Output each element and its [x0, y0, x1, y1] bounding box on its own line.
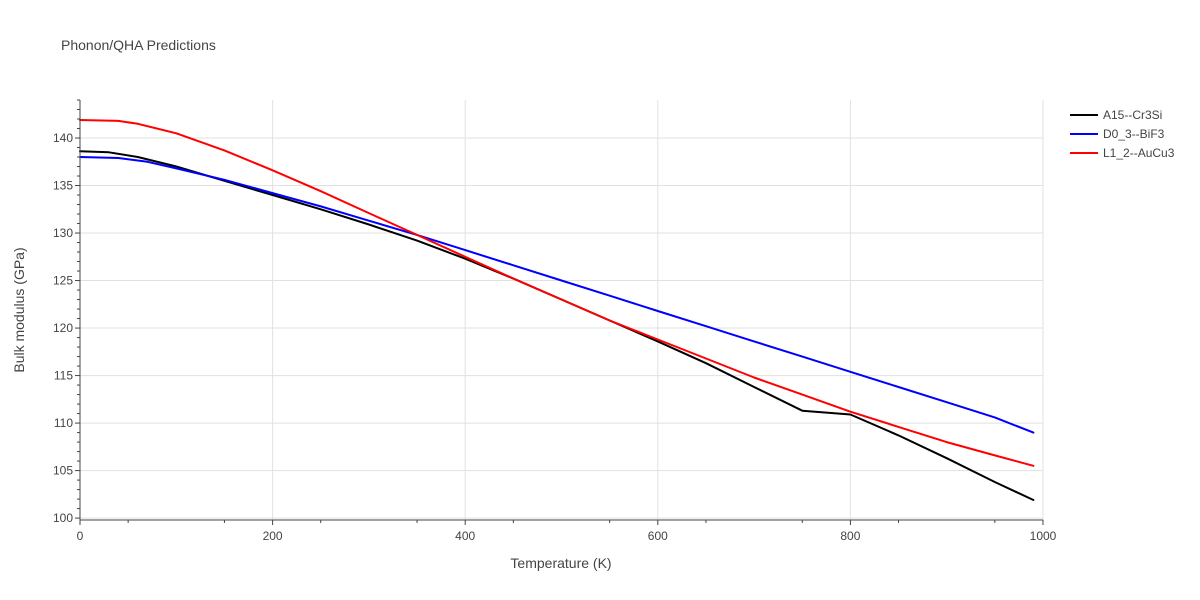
legend-item-1[interactable]: D0_3--BiF3 — [1070, 127, 1165, 141]
series-line-1[interactable] — [79, 156, 1035, 434]
x-tick-label: 1000 — [1030, 529, 1057, 543]
y-tick-label: 110 — [54, 416, 73, 430]
series-line-0[interactable] — [79, 150, 1035, 501]
chart-title: Phonon/QHA Predictions — [61, 37, 216, 53]
x-tick-label: 400 — [455, 529, 475, 543]
x-tick-label: 800 — [840, 529, 860, 543]
y-tick-label: 105 — [53, 464, 73, 478]
series-line-2[interactable] — [79, 119, 1035, 467]
y-tick-label: 135 — [53, 179, 73, 193]
legend-item-2[interactable]: L1_2--AuCu3 — [1070, 146, 1175, 160]
y-tick-label: 130 — [53, 226, 73, 240]
y-tick-label: 125 — [53, 274, 73, 288]
y-tick-label: 100 — [53, 511, 73, 525]
plot-area — [79, 119, 1035, 501]
y-tick-label: 120 — [53, 321, 73, 335]
y-gridlines — [80, 137, 1043, 519]
y-axis-title: Bulk modulus (GPa) — [11, 247, 27, 372]
y-tick-label: 140 — [53, 131, 73, 145]
legend-item-0[interactable]: A15--Cr3Si — [1070, 108, 1162, 122]
x-tick-label: 0 — [77, 529, 84, 543]
x-axis-ticks: 0 200 400 600 800 1000 — [77, 520, 1057, 543]
y-axis-ticks: 100 105 110 115 120 125 130 135 140 — [53, 99, 80, 525]
x-tick-label: 600 — [648, 529, 668, 543]
x-axis-title: Temperature (K) — [510, 555, 611, 571]
x-tick-label: 200 — [263, 529, 283, 543]
legend-label: L1_2--AuCu3 — [1103, 146, 1175, 160]
legend-label: D0_3--BiF3 — [1103, 127, 1165, 141]
y-tick-label: 115 — [54, 369, 73, 383]
legend[interactable]: A15--Cr3Si D0_3--BiF3 L1_2--AuCu3 — [1070, 108, 1175, 160]
legend-label: A15--Cr3Si — [1103, 108, 1162, 122]
